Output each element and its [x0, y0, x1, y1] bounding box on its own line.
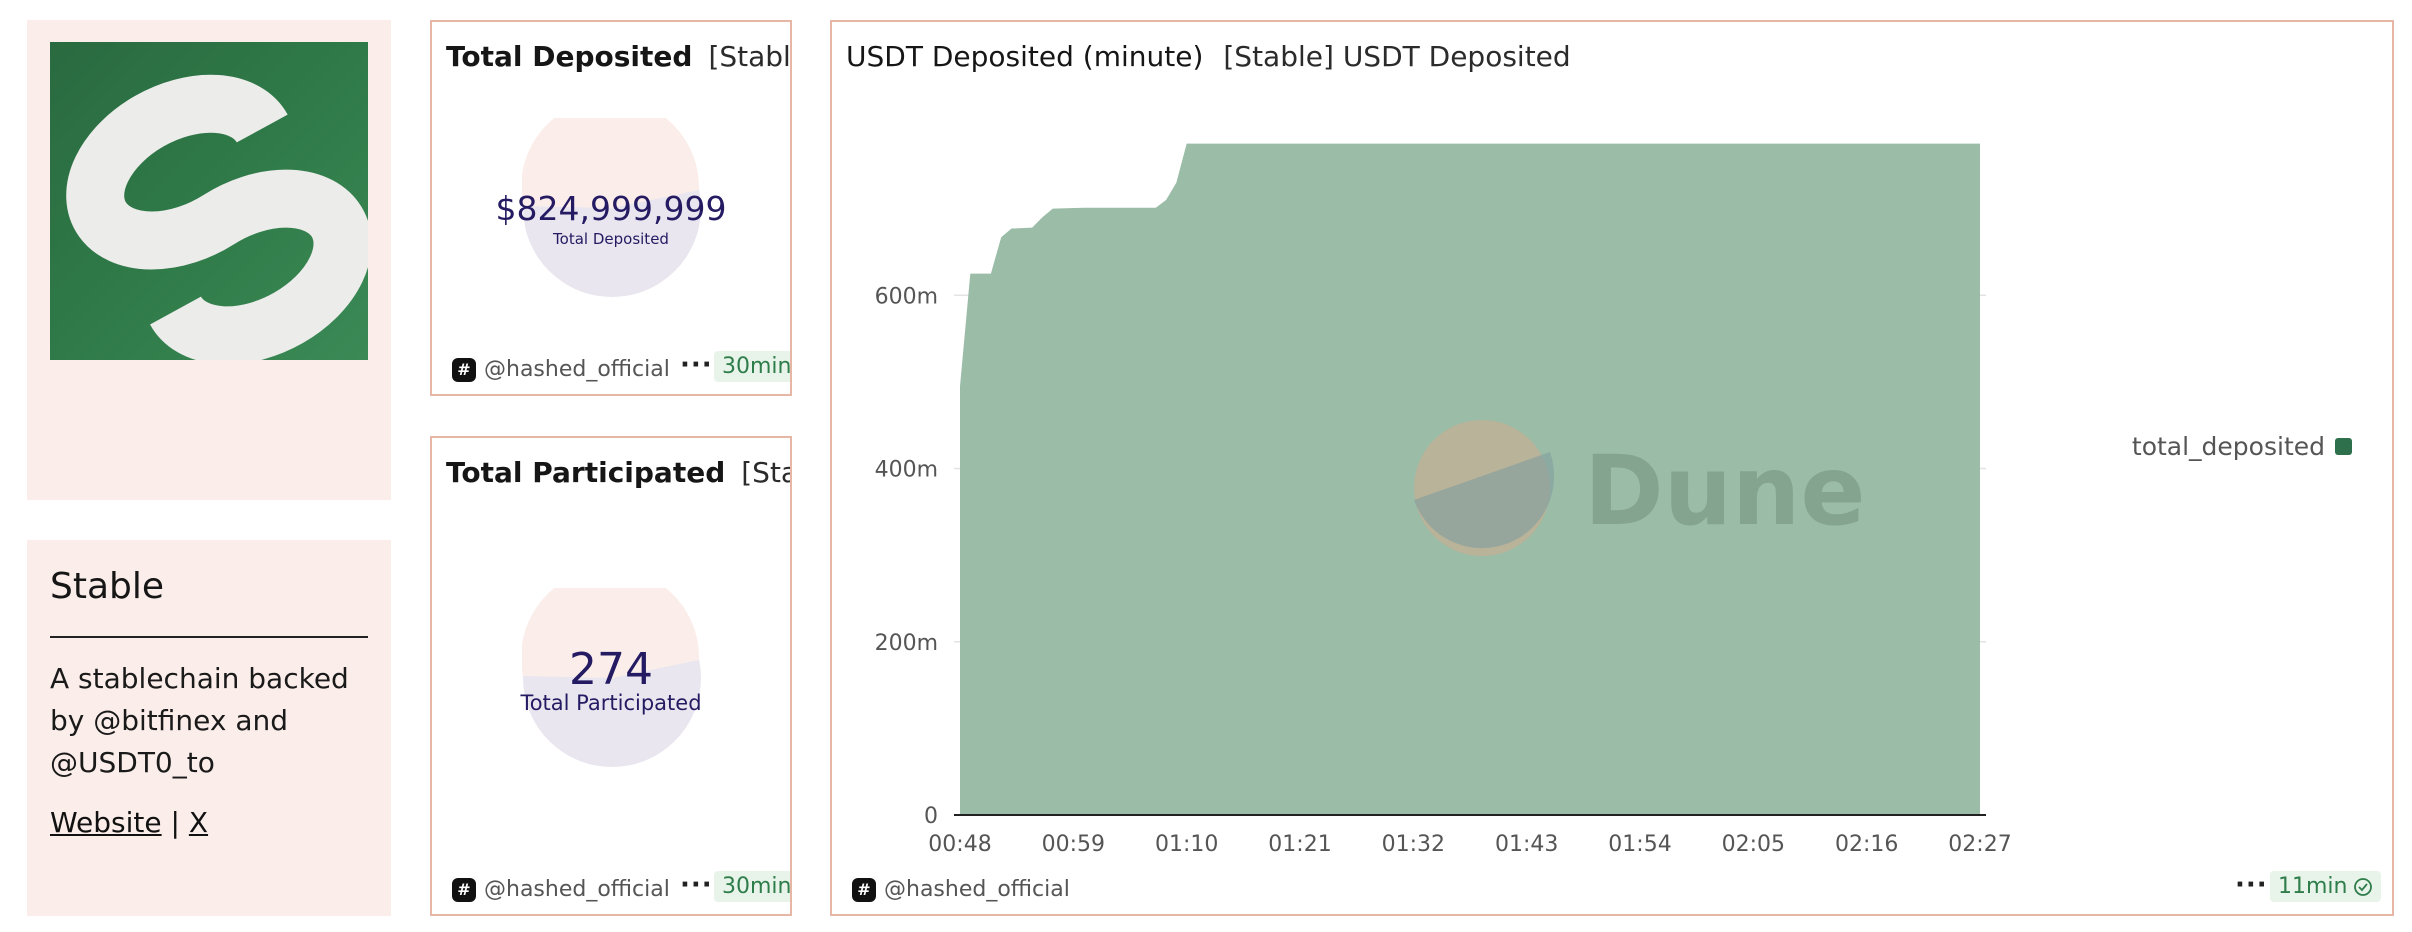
legend-swatch — [2335, 438, 2352, 455]
more-options-icon[interactable]: ··· — [680, 350, 713, 380]
website-link[interactable]: Website — [50, 806, 162, 839]
hashed-avatar-icon: # — [452, 357, 476, 382]
deposited-value: $824,999,999 — [495, 189, 727, 228]
card-title-query: [Stabl… — [708, 40, 791, 73]
y-tick-label: 600m — [875, 284, 938, 309]
x-tick-label: 01:21 — [1268, 832, 1331, 857]
title-divider — [50, 636, 368, 638]
x-tick-label: 00:48 — [928, 832, 991, 857]
card-title-main: Total Participated — [446, 456, 726, 489]
x-tick-label: 01:10 — [1155, 832, 1218, 857]
axes: 0 200m 400m 600m 00:48 00:59 01:10 01:21 01:32 01… — [875, 284, 2012, 857]
card-footer: # @hashed_official — [452, 877, 670, 902]
author-handle[interactable]: @hashed_official — [484, 357, 670, 382]
author-handle[interactable]: @hashed_official — [884, 877, 1070, 902]
deposited-label: Total Deposited — [553, 230, 669, 248]
card-footer: # @hashed_official — [852, 877, 1070, 902]
x-tick-label: 01:43 — [1495, 832, 1558, 857]
participated-label: Total Participated — [520, 691, 702, 715]
area-chart[interactable]: Dune 0 200m 400m 600m 00:48 00:59 01:10 01:21 01… — [832, 22, 2394, 916]
refresh-interval: 30min — [722, 874, 792, 899]
dune-watermark-text: Dune — [1584, 435, 1865, 547]
usdt-deposited-chart-card[interactable]: USDT Deposited (minute) [Stable] USDT Dep… — [830, 20, 2394, 916]
card-title-query: [Stable] USDT Deposited — [1223, 40, 1571, 73]
x-tick-label: 02:27 — [1948, 832, 2011, 857]
stable-logo-icon — [50, 42, 368, 360]
x-tick-label: 02:16 — [1835, 832, 1898, 857]
project-title: Stable — [50, 566, 165, 607]
legend-label: total_deposited — [2131, 432, 2325, 461]
counter-pie-icon — [522, 118, 701, 297]
about-panel — [27, 540, 391, 916]
card-title: Total Participated [Sta… — [446, 456, 790, 489]
author-handle[interactable]: @hashed_official — [484, 877, 670, 902]
refresh-interval: 30min — [722, 354, 792, 379]
x-link[interactable]: X — [188, 806, 209, 839]
counter-pie-icon — [522, 588, 701, 767]
refresh-badge[interactable]: 30min — [714, 871, 792, 902]
x-tick-label: 00:59 — [1042, 832, 1105, 857]
hashed-avatar-icon: # — [452, 877, 476, 902]
y-tick-label: 200m — [875, 631, 938, 656]
y-tick-label: 0 — [924, 804, 938, 829]
refresh-interval: 11min — [2278, 874, 2348, 899]
y-tick-label: 400m — [875, 458, 938, 483]
participated-value: 274 — [569, 644, 653, 695]
refresh-badge[interactable]: 30min — [714, 351, 792, 382]
project-links: Website | X — [50, 806, 208, 839]
x-tick-label: 02:05 — [1722, 832, 1785, 857]
logo-panel — [27, 20, 391, 500]
check-circle-icon — [2354, 877, 2373, 896]
total-participated-card[interactable]: Total Participated [Sta… 274 Total Partic… — [430, 436, 792, 916]
card-title-main: Total Deposited — [446, 40, 693, 73]
more-options-icon[interactable]: ··· — [2235, 870, 2268, 900]
x-tick-label: 01:54 — [1608, 832, 1671, 857]
card-title: USDT Deposited (minute) [Stable] USDT Dep… — [846, 40, 1571, 73]
refresh-badge[interactable]: 11min — [2270, 871, 2382, 902]
dune-logo-icon-lower — [1414, 452, 1555, 549]
more-options-icon[interactable]: ··· — [680, 870, 713, 900]
x-tick-label: 01:32 — [1382, 832, 1445, 857]
dune-watermark: Dune — [1414, 420, 1865, 556]
card-title: Total Deposited [Stabl… — [446, 40, 791, 73]
project-description: A stablechain backed by @bitfinex and @U… — [50, 662, 349, 779]
card-footer: # @hashed_official — [452, 357, 670, 382]
link-separator: | — [170, 806, 180, 839]
card-title-query: [Sta… — [741, 456, 790, 489]
hashed-avatar-icon: # — [852, 877, 876, 902]
total-deposited-card[interactable]: Total Deposited [Stabl… $824,999,999 Tota… — [430, 20, 792, 396]
card-title-main: USDT Deposited (minute) — [846, 40, 1204, 73]
chart-legend[interactable]: total_deposited — [2132, 432, 2352, 461]
